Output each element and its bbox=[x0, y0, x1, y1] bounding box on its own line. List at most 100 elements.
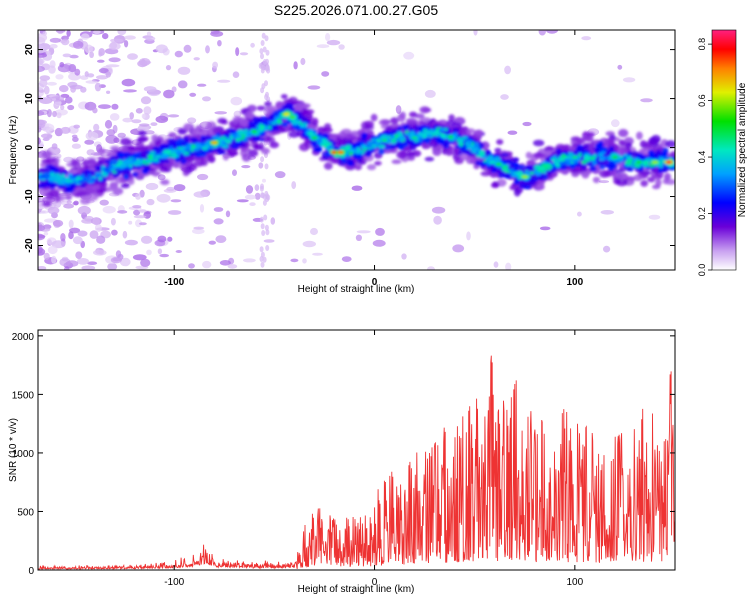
y-tick-label: 0 bbox=[28, 566, 34, 577]
ridge-blob bbox=[360, 144, 366, 149]
noise-blob bbox=[81, 265, 96, 270]
noise-blob bbox=[617, 64, 623, 70]
ridge-blob bbox=[480, 171, 492, 177]
ridge-blob bbox=[157, 153, 163, 156]
ridge-blob bbox=[618, 139, 625, 146]
ridge-blob bbox=[223, 132, 231, 137]
ridge-blob bbox=[640, 180, 649, 187]
spectrogram-frame bbox=[37, 29, 676, 271]
ridge-blob bbox=[322, 127, 333, 133]
noise-blob bbox=[65, 96, 73, 104]
ridge-blob bbox=[101, 165, 106, 170]
ridge-hotspot-core bbox=[337, 150, 344, 154]
snr-ylabel: SNR (10 * v/v) bbox=[8, 418, 19, 482]
ridge-blob bbox=[608, 147, 615, 153]
ridge-blob bbox=[347, 162, 355, 167]
noise-blob bbox=[85, 80, 98, 84]
noise-blob bbox=[86, 149, 95, 156]
noise-blob bbox=[52, 110, 57, 118]
ridge-blob bbox=[487, 155, 493, 159]
ridge-blob bbox=[533, 152, 546, 159]
colorbar-tick-label: 0.4 bbox=[697, 151, 707, 164]
ridge-blob bbox=[405, 151, 416, 157]
ridge-blob bbox=[87, 193, 99, 201]
ridge-blob bbox=[612, 143, 619, 152]
ridge-blob bbox=[111, 159, 118, 164]
noise-blob bbox=[47, 245, 58, 255]
noise-blob bbox=[262, 46, 267, 53]
ridge-blob bbox=[48, 189, 60, 198]
noise-blob bbox=[171, 86, 177, 93]
ridge-blob bbox=[364, 120, 374, 128]
ridge-blob bbox=[501, 164, 508, 170]
ridge-hotspot-core bbox=[611, 155, 618, 159]
noise-blob bbox=[433, 215, 442, 225]
ridge-blob bbox=[424, 138, 430, 144]
noise-blob bbox=[260, 156, 265, 163]
noise-blob bbox=[259, 48, 264, 55]
ridge-blob bbox=[550, 157, 558, 162]
ridge-blob bbox=[616, 172, 628, 180]
noise-blob bbox=[189, 92, 197, 97]
ridge-blob bbox=[346, 154, 351, 158]
ridge-blob bbox=[370, 113, 378, 122]
noise-blob bbox=[225, 210, 231, 218]
ridge-blob bbox=[58, 176, 65, 182]
noise-blob bbox=[106, 129, 116, 136]
ridge-hotspot-core bbox=[411, 136, 418, 140]
noise-blob bbox=[77, 205, 91, 215]
noise-blob bbox=[264, 80, 268, 87]
ridge-blob bbox=[84, 169, 91, 174]
ridge-blob bbox=[110, 145, 120, 151]
ridge-blob bbox=[344, 146, 350, 151]
ridge-blob bbox=[589, 166, 597, 172]
ridge-blob bbox=[564, 158, 571, 162]
ridge-blob bbox=[581, 160, 587, 165]
noise-blob bbox=[71, 134, 78, 139]
noise-blob bbox=[143, 106, 152, 115]
ridge-blob bbox=[394, 133, 399, 139]
ridge-blob bbox=[361, 137, 367, 141]
noise-blob bbox=[166, 186, 175, 192]
colorbar: 0.0 0.2 0.4 0.6 0.8 Normalized spectral ampl… bbox=[697, 29, 748, 276]
ridge-blob bbox=[472, 148, 477, 154]
noise-blob bbox=[111, 103, 119, 110]
ridge-blob bbox=[636, 131, 643, 140]
noise-blob bbox=[93, 123, 100, 132]
ridge-blob bbox=[216, 149, 225, 155]
noise-blob bbox=[493, 261, 499, 268]
ridge-blob bbox=[647, 176, 654, 182]
noise-blob bbox=[202, 260, 212, 269]
ridge-blob bbox=[141, 167, 149, 175]
ridge-blob bbox=[580, 136, 593, 142]
ridge-blob bbox=[391, 159, 402, 164]
ridge-blob bbox=[186, 145, 192, 150]
noise-blob bbox=[38, 248, 46, 256]
ridge-blob bbox=[235, 141, 244, 146]
ridge-blob bbox=[656, 149, 661, 156]
noise-blob bbox=[250, 42, 255, 48]
noise-blob bbox=[338, 44, 345, 50]
ridge-blob bbox=[313, 147, 322, 153]
ridge-blob bbox=[390, 117, 399, 124]
noise-blob bbox=[312, 252, 323, 256]
ridge-blob bbox=[263, 126, 270, 130]
figure-title: S225.2026.071.00.27.G05 bbox=[274, 2, 438, 18]
ridge-blob bbox=[636, 153, 643, 159]
noise-blob bbox=[92, 107, 98, 114]
ridge-blob bbox=[461, 136, 468, 140]
ridge-blob bbox=[136, 137, 148, 143]
ridge-blob bbox=[127, 145, 135, 152]
ridge-blob bbox=[533, 139, 545, 147]
ridge-blob bbox=[171, 141, 177, 147]
ridge-blob bbox=[253, 144, 264, 151]
ridge-blob bbox=[195, 144, 203, 149]
snr-panel: -100 0 100 0 500 1000 1500 2000 Height of stra… bbox=[8, 329, 676, 595]
noise-blob bbox=[38, 110, 45, 116]
noise-blob bbox=[260, 40, 265, 46]
ridge-blob bbox=[183, 123, 195, 130]
ridge-blob bbox=[428, 133, 433, 137]
ridge-hotspot-core bbox=[381, 138, 388, 142]
noise-blob bbox=[108, 42, 121, 50]
